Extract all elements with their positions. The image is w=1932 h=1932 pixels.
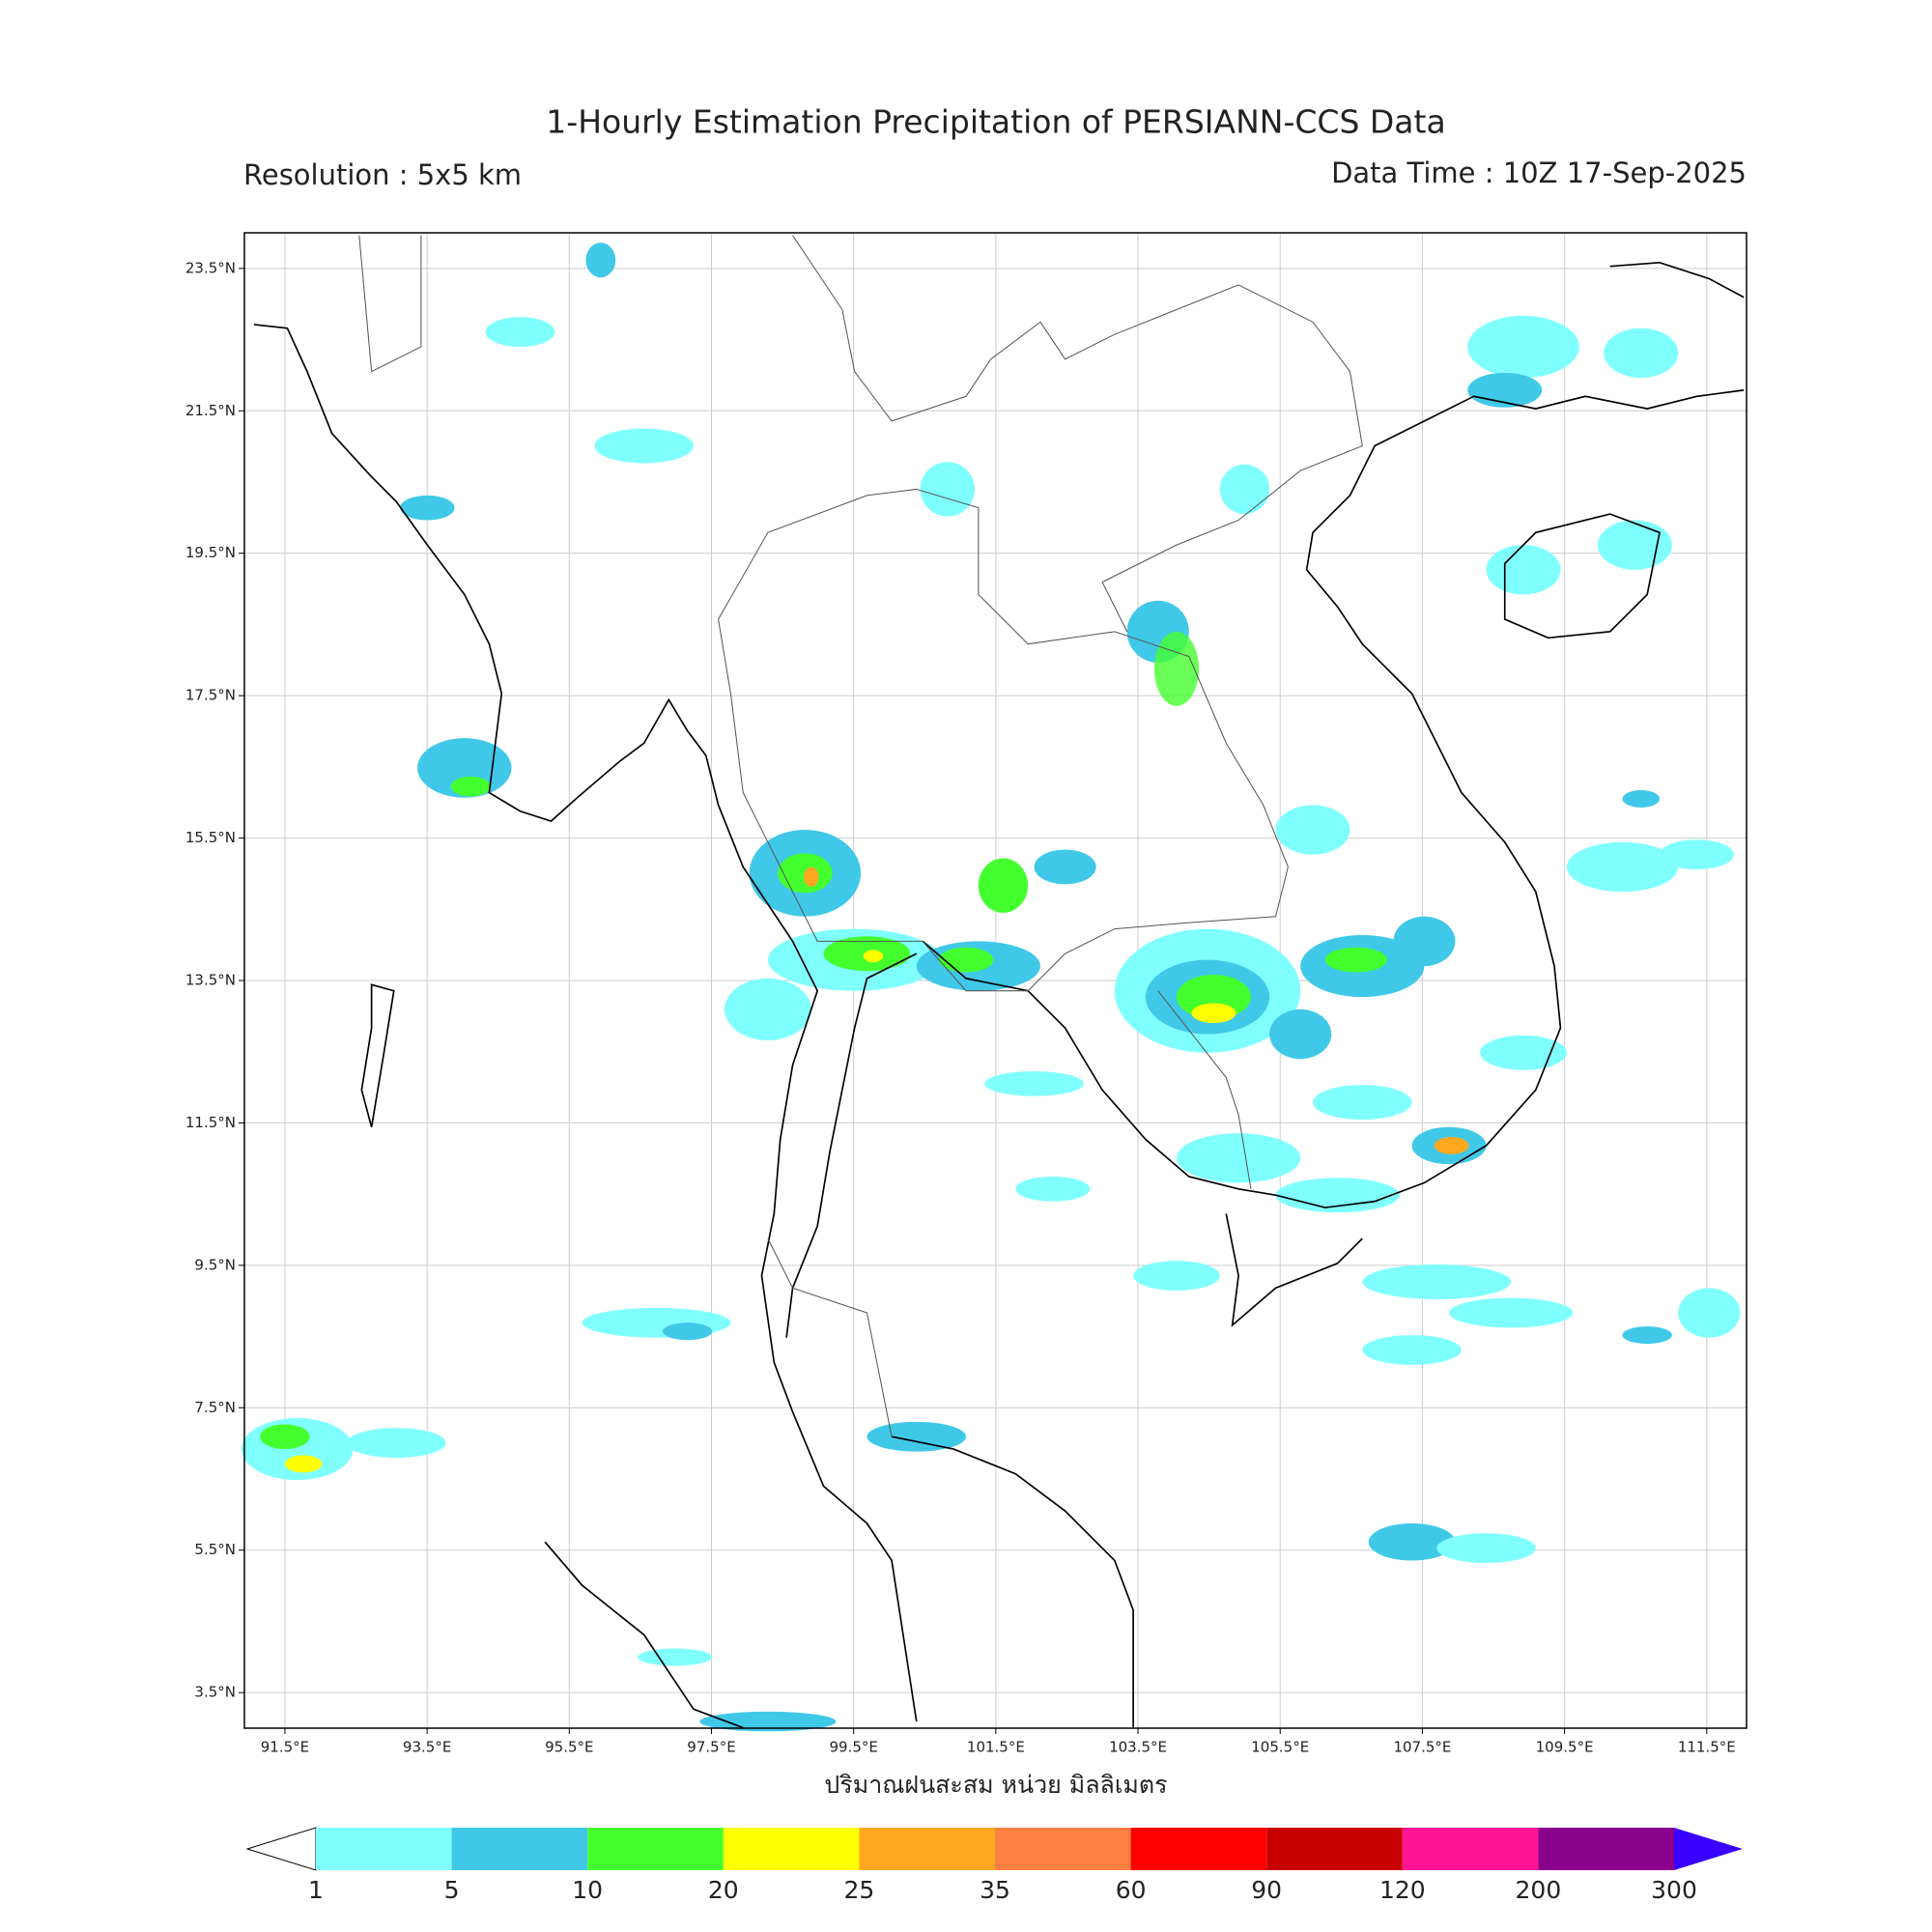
colorbar-segment [723,1828,860,1870]
x-tick-label: 97.5°E [687,1739,735,1756]
country-borders [358,235,1363,1437]
colorbar-label: 5 [444,1876,460,1904]
x-tick-label: 111.5°E [1678,1739,1736,1756]
colorbar-label: 20 [708,1876,739,1904]
y-tick-label: 9.5°N [194,1256,236,1273]
x-tick-label: 105.5°E [1251,1739,1309,1756]
colorbar-label: 120 [1379,1876,1426,1904]
colorbar-label: 35 [980,1876,1010,1904]
y-tick-label: 13.5°N [185,972,236,989]
x-axis-label: ปริมาณฝนสะสม หน่วย มิลลิเมตร [824,1771,1167,1799]
colorbar-label: 90 [1251,1876,1282,1904]
x-tick-label: 91.5°E [261,1739,309,1756]
coastlines [253,261,1745,1729]
x-tick-label: 109.5°E [1536,1739,1594,1756]
y-tick-label: 3.5°N [194,1684,236,1701]
map-layer [242,235,1745,1732]
colorbar-label: 60 [1116,1876,1147,1904]
y-tick-label: 11.5°N [185,1114,236,1131]
colorbar-segment [1538,1828,1674,1870]
colorbar-segment [859,1828,995,1870]
x-tick-label: 101.5°E [967,1739,1025,1756]
colorbar-segment [1130,1828,1267,1870]
y-tick-label: 21.5°N [185,402,236,419]
colorbar-label: 25 [843,1876,874,1904]
y-tick-label: 19.5°N [185,544,236,561]
y-tick-label: 7.5°N [194,1399,236,1416]
rain-areas [242,242,1741,1732]
y-tick-label: 5.5°N [194,1541,236,1558]
x-tick-label: 93.5°E [403,1739,451,1756]
colorbar-segment [1266,1828,1403,1870]
colorbar-segment [1402,1828,1539,1870]
y-tick-label: 15.5°N [185,829,236,846]
y-tick-label: 17.5°N [185,687,236,704]
colorbar-label: 300 [1651,1876,1697,1904]
y-tick-label: 23.5°N [185,259,236,276]
colorbar-segment [316,1828,452,1870]
title: 1-Hourly Estimation Precipitation of PER… [546,103,1445,141]
subtitle-right: Data Time : 10Z 17-Sep-2025 [1331,156,1747,189]
map-frame [243,232,1747,1729]
x-tick-label: 99.5°E [829,1739,877,1756]
colorbar-segment [995,1828,1131,1870]
x-tick-label: 107.5°E [1393,1739,1451,1756]
x-tick-label: 103.5°E [1109,1739,1167,1756]
subtitle-left: Resolution : 5x5 km [243,158,522,191]
colorbar-segment [587,1828,724,1870]
colorbar-under [245,1827,317,1871]
colorbar-label: 1 [308,1876,324,1904]
colorbar-label: 200 [1516,1876,1562,1904]
x-tick-label: 95.5°E [545,1739,593,1756]
colorbar-over [1674,1828,1743,1870]
colorbar-segment [451,1828,588,1870]
colorbar-label: 10 [572,1876,603,1904]
